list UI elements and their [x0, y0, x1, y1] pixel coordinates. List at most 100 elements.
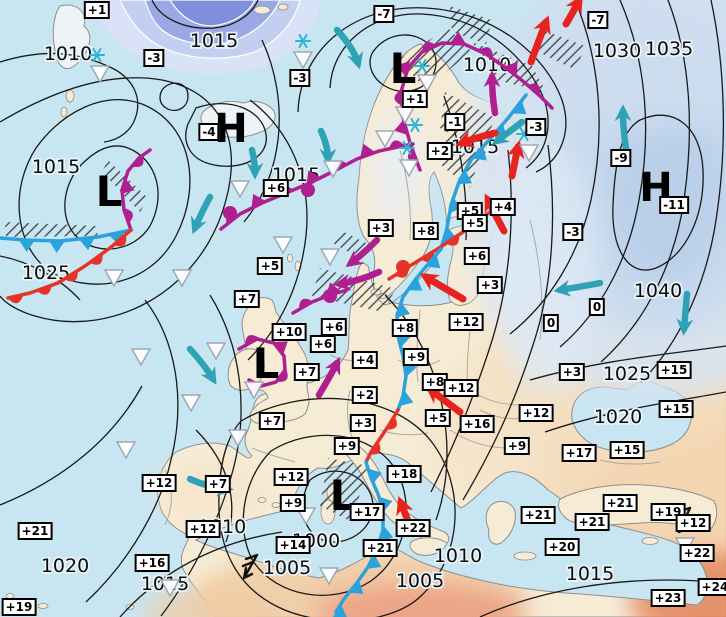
- isobar-line: [0, 255, 81, 301]
- snow-symbol: [414, 58, 430, 74]
- shower-symbol: [322, 160, 344, 179]
- island: [60, 106, 68, 118]
- shower-symbol: [171, 269, 193, 288]
- isobar-line: [159, 82, 189, 111]
- cold-front-pip: [78, 237, 95, 251]
- pressure-value-label: 1040: [634, 280, 682, 302]
- warm-front-pip: [276, 368, 288, 382]
- pressure-value-label: 1025: [603, 363, 651, 385]
- airflow-arrow-red: [425, 385, 464, 416]
- cold-front-pip: [457, 170, 473, 185]
- pressure-value-label: 1010: [44, 43, 92, 65]
- cold-front-pip: [108, 231, 125, 245]
- island: [20, 599, 32, 605]
- airflow-arrow-red: [419, 273, 467, 303]
- occluded-front: [120, 148, 152, 232]
- warm-front: [364, 408, 400, 464]
- isobar-line: [529, 345, 726, 381]
- front-junction-dot: [323, 289, 337, 303]
- island: [287, 253, 293, 263]
- airflow-arrow-red: [562, 0, 583, 28]
- island: [253, 5, 271, 15]
- airflow-arrow-teal: [333, 26, 364, 70]
- landmass: [485, 500, 516, 545]
- isobar-line: [544, 391, 726, 433]
- airflow-arrow-teal: [190, 193, 214, 235]
- warm-front-pip: [89, 253, 103, 265]
- shower-symbol: [159, 579, 181, 598]
- landmass: [409, 537, 448, 556]
- pressure-value-label: 1015: [190, 30, 238, 52]
- pressure-value-label: 1015: [566, 563, 614, 585]
- landmass: [52, 4, 91, 69]
- cold-front-pip: [396, 61, 411, 77]
- warm-front-pip: [388, 140, 405, 149]
- precipitation-hatch-area: [5, 222, 98, 237]
- pressure-value-label: 1010: [434, 545, 482, 567]
- island: [65, 89, 75, 103]
- airflow-arrow-red: [527, 15, 551, 66]
- cold-front-pip: [306, 170, 321, 185]
- isobar-line: [640, 0, 725, 383]
- snow-symbol: [399, 140, 415, 156]
- isobar-line: [509, 0, 600, 335]
- warm-front-pip: [131, 154, 144, 168]
- cold-front-pip: [332, 604, 347, 617]
- country-border: [599, 459, 661, 465]
- airflow-arrow-red: [455, 129, 499, 148]
- airflow-arrow-red: [506, 139, 525, 180]
- pressure-value-label: 1030: [593, 40, 641, 62]
- country-border: [397, 359, 441, 367]
- island: [37, 603, 49, 609]
- cold-front-pip: [368, 468, 382, 484]
- isobar-line: [119, 531, 283, 617]
- pressure-value-label: 1005: [263, 557, 311, 579]
- shower-symbol: [115, 441, 137, 460]
- cold-front-pip: [48, 240, 65, 253]
- cold-front-pip: [472, 146, 487, 161]
- cold-front-pip: [449, 197, 463, 214]
- pressure-value-label: 1020: [594, 406, 642, 428]
- country-border: [449, 429, 509, 449]
- warm-front: [6, 228, 133, 304]
- warm-front-pip: [369, 441, 381, 455]
- warm-airmass-tint: [315, 584, 525, 617]
- isobar-line: [18, 99, 191, 285]
- isobar-line: [160, 294, 242, 617]
- country-border: [416, 309, 421, 383]
- cold-front-pip: [120, 178, 135, 195]
- shower-symbol: [272, 236, 294, 255]
- airflow-arrow-teal: [186, 345, 217, 385]
- high-pressure-center: H: [214, 106, 247, 152]
- isobar-line: [612, 114, 704, 271]
- cold-front-pip: [251, 193, 266, 209]
- low-pressure-center: L: [330, 471, 357, 520]
- airflow-arrow-magenta: [345, 236, 381, 268]
- pressure-value-label: 1020: [41, 555, 89, 577]
- country-border: [529, 219, 543, 341]
- isobar-line: [218, 397, 456, 617]
- shower-symbol: [292, 51, 314, 70]
- occluded-front-line: [219, 142, 415, 231]
- isobar-line: [0, 52, 139, 143]
- shower-symbol: [130, 348, 152, 367]
- island: [271, 502, 281, 508]
- isobar-line: [151, 0, 259, 29]
- front-junction-dot: [223, 206, 237, 220]
- cold-airmass-tint: [510, 0, 726, 130]
- snow-symbol: [89, 47, 105, 63]
- wind-barb-symbol: [241, 553, 259, 580]
- country-border: [251, 447, 296, 463]
- shower-symbol: [227, 429, 249, 448]
- airflow-arrow-magenta: [333, 268, 383, 291]
- shower-symbol: [398, 159, 420, 178]
- occluded-front-line: [291, 288, 349, 315]
- shower-symbol: [374, 130, 396, 149]
- front-junction-dot: [301, 183, 315, 197]
- cold-front-pip: [18, 239, 35, 253]
- cold-front-pip: [360, 143, 376, 158]
- cold-front-pip: [379, 526, 394, 542]
- cold-front-pip: [503, 61, 518, 77]
